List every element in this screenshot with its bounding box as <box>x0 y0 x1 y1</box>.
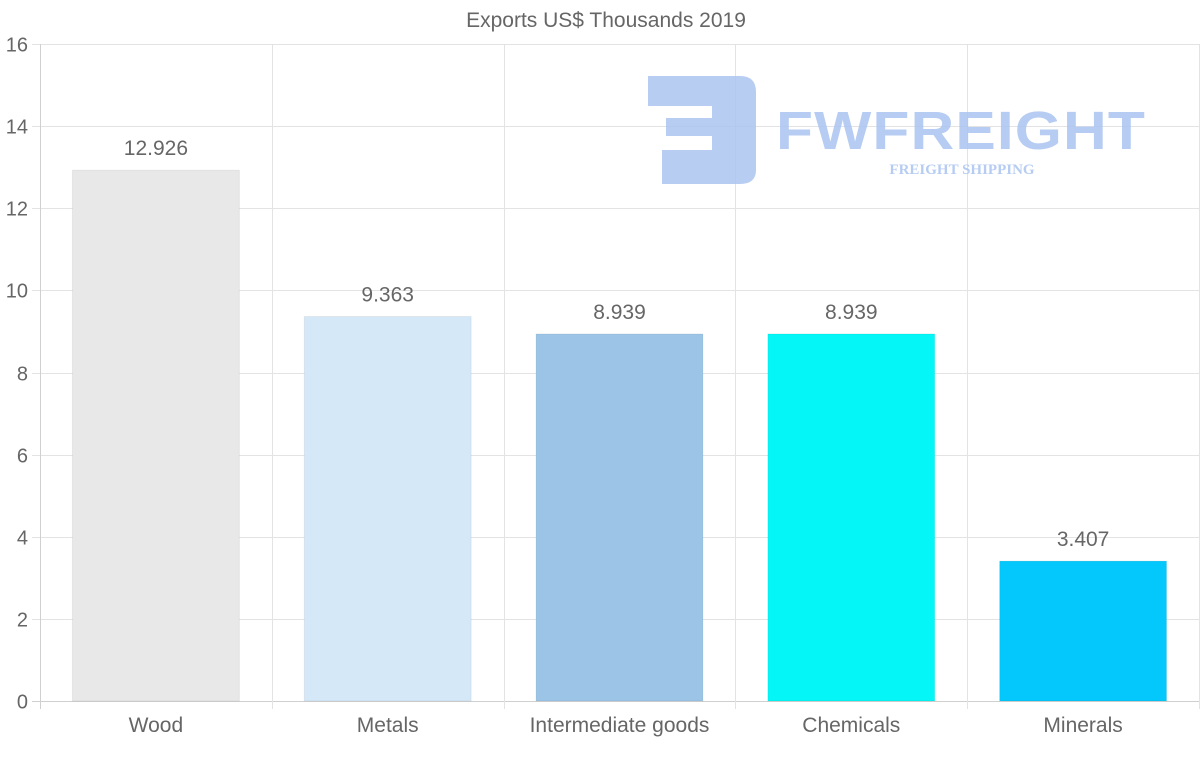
y-tick-label: 6 <box>17 446 28 468</box>
chart-title: Exports US$ Thousands 2019 <box>466 9 746 32</box>
bar-wood[interactable] <box>71 169 240 702</box>
y-axis: 0 2 4 6 8 10 12 14 16 <box>6 35 28 714</box>
y-tick-label: 16 <box>6 35 28 57</box>
y-tick-label: 0 <box>17 692 28 714</box>
bars <box>71 169 1168 702</box>
y-tick-label: 10 <box>6 281 28 303</box>
data-label: 8.939 <box>593 301 646 324</box>
data-label: 8.939 <box>825 301 878 324</box>
x-tick-label: Intermediate goods <box>530 714 710 737</box>
data-label: 3.407 <box>1057 528 1110 551</box>
brand-name: FWFREIGHT <box>776 101 1146 161</box>
data-label: 12.926 <box>124 137 188 160</box>
brand-tagline: FREIGHT SHIPPING <box>889 162 1034 178</box>
y-tick-label: 12 <box>6 199 28 221</box>
x-tick-label: Metals <box>357 714 419 737</box>
brand-watermark: FWFREIGHT FREIGHT SHIPPING <box>648 76 1146 184</box>
bar-minerals[interactable] <box>999 560 1168 702</box>
x-tick-label: Chemicals <box>802 714 900 737</box>
x-tick-label: Minerals <box>1043 714 1122 737</box>
y-tick-label: 8 <box>17 364 28 386</box>
bar-intermediate-goods[interactable] <box>535 333 704 702</box>
bar-metals[interactable] <box>303 316 472 702</box>
bar-chemicals[interactable] <box>767 333 936 702</box>
brand-logo-icon <box>648 76 756 184</box>
data-label: 9.363 <box>361 284 414 307</box>
y-tick-label: 14 <box>6 117 28 139</box>
x-axis: Wood Metals Intermediate goods Chemicals Min… <box>129 714 1123 737</box>
y-tick-label: 4 <box>17 528 28 550</box>
data-labels: 12.926 9.363 8.939 8.939 3.407 <box>124 137 1110 551</box>
y-tick-label: 2 <box>17 610 28 632</box>
x-tick-label: Wood <box>129 714 183 737</box>
